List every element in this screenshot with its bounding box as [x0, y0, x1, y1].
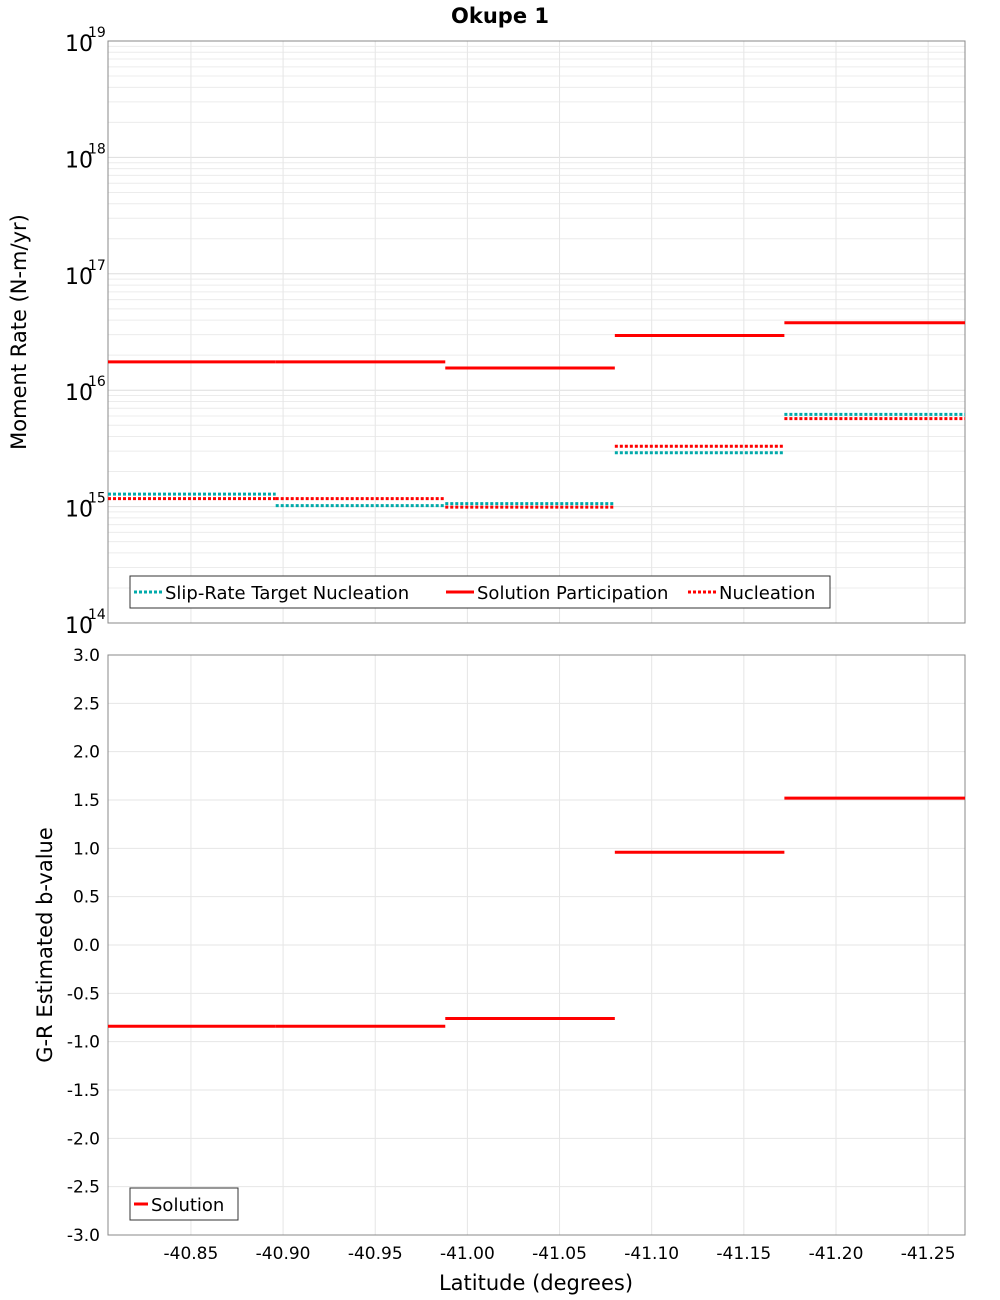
moment-rate-y-axis-label: Moment Rate (N-m/yr) — [7, 214, 31, 450]
y-tick-label-base: 10 — [65, 498, 93, 523]
b-value-plot-frame — [107, 654, 966, 1236]
x-tick-label: -41.10 — [624, 1244, 679, 1264]
y-tick-label: -0.5 — [67, 984, 100, 1004]
y-tick-label-exponent: 14 — [88, 607, 106, 623]
latitude-x-axis-label: Latitude (degrees) — [439, 1271, 633, 1295]
y-tick-label-exponent: 15 — [88, 491, 106, 507]
moment-rate-grid — [108, 41, 965, 624]
legend-label: Nucleation — [719, 583, 815, 604]
y-tick-label-base: 10 — [65, 265, 93, 290]
y-tick-label-exponent: 19 — [88, 25, 106, 41]
y-tick-label: 2.0 — [73, 743, 100, 763]
legend-label: Slip-Rate Target Nucleation — [165, 583, 409, 604]
y-tick-label: 3.0 — [73, 646, 100, 666]
y-tick-label-exponent: 18 — [88, 141, 106, 157]
b-value-grid — [108, 654, 965, 1236]
moment-rate-series — [108, 321, 965, 509]
b-value-series — [108, 796, 965, 1028]
y-tick-label: 1.5 — [73, 791, 100, 811]
chart-title: Okupe 1 — [451, 4, 549, 28]
x-tick-label: -41.15 — [716, 1244, 771, 1264]
x-tick-label: -41.05 — [532, 1244, 587, 1264]
y-tick-label: -2.0 — [67, 1129, 100, 1149]
y-tick-label-exponent: 16 — [88, 374, 106, 390]
x-tick-label: -40.85 — [164, 1244, 219, 1264]
y-tick-label: 1.0 — [73, 839, 100, 859]
y-tick-label-exponent: 17 — [88, 258, 106, 274]
b-value-y-ticks: 3.0 2.5 2.0 1.5 1.0 0.5 0.0 -0.5 -1.0 -1.5 -2.0 -2.… — [67, 646, 100, 1246]
x-tick-label: -41.00 — [440, 1244, 495, 1264]
y-tick-label-base: 10 — [65, 148, 93, 173]
x-tick-label: -41.25 — [901, 1244, 956, 1264]
y-tick-label: -2.5 — [67, 1178, 100, 1198]
x-tick-label: -41.20 — [809, 1244, 864, 1264]
moment-rate-plot-frame — [107, 40, 966, 624]
y-tick-label: -3.0 — [67, 1226, 100, 1246]
legend-label: Solution Participation — [477, 583, 668, 604]
moment-rate-legend: Slip-Rate Target Nucleation Solution Part… — [129, 575, 831, 609]
y-tick-label: 0.5 — [73, 888, 100, 908]
y-tick-label: -1.5 — [67, 1081, 100, 1101]
b-value-legend: Solution — [129, 1187, 239, 1221]
x-tick-label: -40.90 — [256, 1244, 311, 1264]
y-tick-label-base: 10 — [65, 381, 93, 406]
y-tick-label-base: 10 — [65, 614, 93, 639]
latitude-x-ticks: -40.85 -40.90 -40.95 -41.00 -41.05 -41.10 -41.… — [164, 1244, 956, 1264]
b-value-y-axis-label: G-R Estimated b-value — [33, 827, 57, 1063]
y-tick-label-base: 10 — [65, 32, 93, 57]
y-tick-label: 0.0 — [73, 936, 100, 956]
y-tick-label: -1.0 — [67, 1033, 100, 1053]
x-tick-label: -40.95 — [348, 1244, 403, 1264]
legend-label: Solution — [151, 1195, 224, 1216]
b-value-panel: 3.0 2.5 2.0 1.5 1.0 0.5 0.0 -0.5 -1.0 -1.5 -2.0 -2.… — [33, 646, 966, 1295]
y-tick-label: 2.5 — [73, 694, 100, 714]
